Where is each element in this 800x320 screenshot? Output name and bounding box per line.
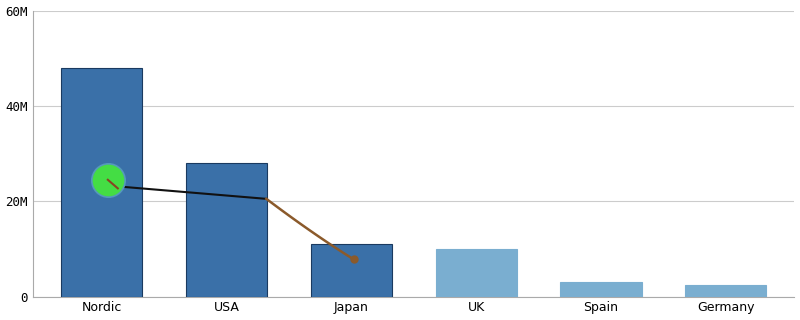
Bar [61, 68, 142, 297]
Bar [435, 249, 517, 297]
Bar [560, 282, 642, 297]
Bar [686, 285, 766, 297]
Bar [310, 244, 392, 297]
Bar [186, 163, 267, 297]
